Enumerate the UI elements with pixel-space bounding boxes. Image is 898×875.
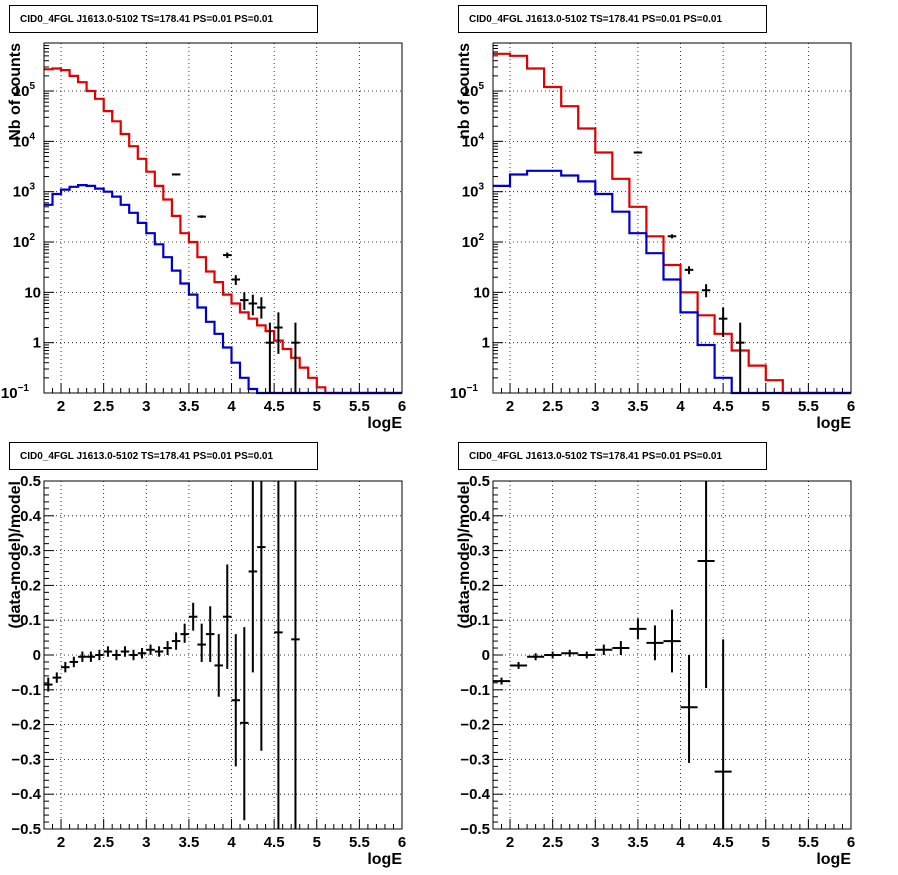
y-tick-label: 0.1 xyxy=(469,612,490,629)
y-tick-label: 10−1 xyxy=(1,383,30,402)
plot-frame xyxy=(43,480,403,830)
x-tick-label: 5.5 xyxy=(798,834,819,851)
y-tick-label: 105 xyxy=(13,81,36,100)
y-tick-label: 0.2 xyxy=(469,577,490,594)
x-tick-label: 2.5 xyxy=(542,834,563,851)
x-tick-label: 6 xyxy=(847,834,855,851)
x-axis-title: logE xyxy=(367,851,402,868)
x-tick-label: 6 xyxy=(398,398,406,415)
x-tick-label: 3 xyxy=(142,398,150,415)
plot-frame xyxy=(492,42,852,394)
y-tick-label: 1 xyxy=(33,335,41,352)
x-tick-label: 4 xyxy=(676,398,685,415)
y-tick-label: 1 xyxy=(482,335,490,352)
y-tick-label: −0.1 xyxy=(11,682,41,699)
y-tick-label: 0.3 xyxy=(20,543,41,560)
y-tick-label: 104 xyxy=(462,131,485,150)
y-tick-label: 0.3 xyxy=(469,543,490,560)
x-tick-label: 2.5 xyxy=(542,398,563,415)
y-tick-label: −0.3 xyxy=(460,751,490,768)
panel-3-title: CID0_4FGL J1613.0-5102 TS=178.41 PS=0.01… xyxy=(9,442,318,470)
y-tick-label: −0.4 xyxy=(460,786,490,803)
panel-3: 2 2.5 3 3.5 4 4.5 5 5.5 6 −0.5 −0.4 −0.3 −0.2 −0.1 0 0.… xyxy=(7,473,406,868)
y-tick-label: −0.2 xyxy=(460,717,490,734)
x-tick-label: 4 xyxy=(227,398,236,415)
panel-2-title: CID0_4FGL J1613.0-5102 TS=178.41 PS=0.01… xyxy=(458,5,767,33)
x-tick-label: 5 xyxy=(313,398,321,415)
y-tick-label: −0.5 xyxy=(11,821,41,838)
x-tick-label: 4.5 xyxy=(264,398,285,415)
series-1-histogram xyxy=(44,67,402,395)
x-axis-title: logE xyxy=(816,851,851,868)
x-tick-label: 2 xyxy=(57,398,65,415)
x-tick-label: 5.5 xyxy=(349,398,370,415)
y-tick-label: 0.5 xyxy=(20,473,41,490)
series-1-histogram xyxy=(493,52,851,395)
x-tick-label: 4.5 xyxy=(264,834,285,851)
y-tick-label: 0 xyxy=(33,647,41,664)
y-tick-label: −0.5 xyxy=(460,821,490,838)
x-tick-label: 2 xyxy=(506,398,514,415)
y-tick-label: 0.2 xyxy=(20,577,41,594)
y-tick-label: 104 xyxy=(13,131,36,150)
y-tick-label: 10 xyxy=(473,284,490,301)
y-tick-label: −0.1 xyxy=(460,682,490,699)
x-tick-label: 3.5 xyxy=(178,398,199,415)
x-axis-title: logE xyxy=(816,415,851,432)
x-tick-label: 3 xyxy=(142,834,150,851)
y-axis-title: (data-model)/model xyxy=(456,481,473,629)
x-tick-label: 5 xyxy=(313,834,321,851)
y-tick-label: 105 xyxy=(462,81,485,100)
y-tick-label: 103 xyxy=(13,182,36,201)
x-tick-label: 2 xyxy=(506,834,514,851)
x-tick-label: 5 xyxy=(762,398,770,415)
y-axis-title: nb of counts xyxy=(456,43,473,139)
x-tick-label: 3 xyxy=(591,834,599,851)
x-tick-label: 5.5 xyxy=(798,398,819,415)
y-tick-label: −0.2 xyxy=(11,717,41,734)
x-tick-label: 3 xyxy=(591,398,599,415)
y-tick-label: 0 xyxy=(482,647,490,664)
y-tick-label: 102 xyxy=(462,232,485,251)
x-tick-label: 4.5 xyxy=(713,834,734,851)
y-tick-label: 102 xyxy=(13,232,36,251)
x-tick-label: 4 xyxy=(676,834,685,851)
panel-4: 2 2.5 3 3.5 4 4.5 5 5.5 6 −0.5 −0.4 −0.3 −0.2 −0.1 0 0.… xyxy=(456,473,855,868)
x-axis-title: logE xyxy=(367,415,402,432)
y-tick-label: −0.3 xyxy=(11,751,41,768)
x-tick-label: 3.5 xyxy=(178,834,199,851)
y-tick-label: 10−1 xyxy=(450,383,479,402)
x-tick-label: 2.5 xyxy=(93,834,114,851)
y-tick-label: 0.4 xyxy=(469,508,491,525)
series-2-histogram xyxy=(493,169,851,395)
x-tick-label: 6 xyxy=(847,398,855,415)
plot-frame xyxy=(492,480,852,830)
y-axis-title: (data-model)/model xyxy=(7,481,24,629)
y-tick-label: −0.4 xyxy=(11,786,41,803)
panel-1: 2 2.5 3 3.5 4 4.5 5 5.5 6 10−1 1 10 102 103 104 105 logE… xyxy=(1,42,406,432)
x-tick-label: 4.5 xyxy=(713,398,734,415)
x-tick-label: 6 xyxy=(398,834,406,851)
y-tick-label: 103 xyxy=(462,182,485,201)
x-tick-label: 3.5 xyxy=(627,834,648,851)
y-tick-label: 0.1 xyxy=(20,612,41,629)
panel-1-title: CID0_4FGL J1613.0-5102 TS=178.41 PS=0.01… xyxy=(9,5,318,33)
x-tick-label: 5.5 xyxy=(349,834,370,851)
plot-frame xyxy=(43,42,403,394)
y-tick-label: 0.4 xyxy=(20,508,42,525)
panel-2: 2 2.5 3 3.5 4 4.5 5 5.5 6 10−1 1 10 102 103 104 105 logE… xyxy=(450,42,855,432)
x-tick-label: 5 xyxy=(762,834,770,851)
x-tick-label: 4 xyxy=(227,834,236,851)
panel-4-title: CID0_4FGL J1613.0-5102 TS=178.41 PS=0.01… xyxy=(458,442,767,470)
y-tick-label: 0.5 xyxy=(469,473,490,490)
x-tick-label: 2.5 xyxy=(93,398,114,415)
x-tick-label: 3.5 xyxy=(627,398,648,415)
y-axis-title: Nb of counts xyxy=(7,43,24,141)
y-tick-label: 10 xyxy=(24,284,41,301)
x-tick-label: 2 xyxy=(57,834,65,851)
